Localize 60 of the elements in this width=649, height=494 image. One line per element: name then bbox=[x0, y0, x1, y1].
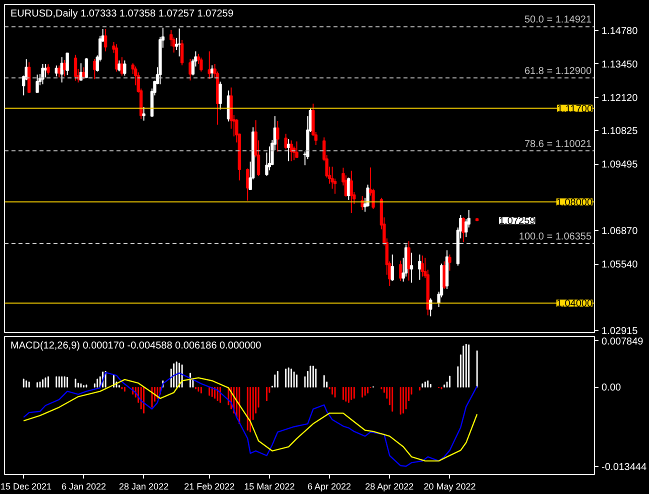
ref-line-label: 1.08000 bbox=[556, 197, 593, 208]
y-tick-label: 1.05540 bbox=[602, 260, 638, 271]
candlestick bbox=[347, 177, 350, 200]
candlestick bbox=[188, 58, 192, 81]
candlestick bbox=[118, 60, 121, 72]
chart-title: EURUSD,Daily 1.07333 1.07358 1.07257 1.07259 bbox=[10, 8, 234, 20]
candlestick bbox=[114, 44, 118, 72]
candlestick bbox=[36, 74, 39, 93]
candlestick bbox=[350, 170, 353, 214]
x-tick-label: 15 Dec 2021 bbox=[0, 482, 52, 492]
candlestick bbox=[123, 60, 126, 76]
y-tick-label: 1.09495 bbox=[602, 160, 638, 171]
ref-line-label: 100.0 = 1.06355 bbox=[518, 232, 592, 243]
candlestick bbox=[290, 140, 293, 162]
chart-title: MACD(12,26,9) 0.000170 -0.004588 0.006186 0.000000 bbox=[10, 340, 262, 352]
candlestick bbox=[442, 260, 446, 290]
candlestick bbox=[448, 254, 452, 272]
y-tick-label: 1.13450 bbox=[602, 59, 638, 70]
candlestick bbox=[84, 58, 88, 79]
y-tick-label: 0.007849 bbox=[602, 336, 644, 348]
candlestick bbox=[74, 54, 78, 82]
candlestick bbox=[390, 254, 394, 282]
candlestick bbox=[41, 63, 44, 85]
ref-line-label: 78.6 = 1.10021 bbox=[524, 138, 592, 150]
candlestick bbox=[418, 254, 422, 280]
candlestick bbox=[407, 240, 410, 282]
candlestick bbox=[93, 58, 96, 80]
x-tick-label: 21 Feb 2022 bbox=[184, 482, 235, 492]
candlestick bbox=[142, 106, 146, 122]
x-tick-label: 28 Jan 2022 bbox=[119, 482, 169, 492]
candlestick bbox=[180, 39, 184, 66]
y-tick-label: 1.06870 bbox=[602, 226, 638, 238]
x-tick-label: 20 May 2022 bbox=[424, 482, 476, 492]
y-tick-label: 1.12120 bbox=[602, 93, 638, 104]
y-tick-label: 1.14780 bbox=[602, 26, 638, 37]
ref-line-label: 61.8 = 1.12900 bbox=[524, 66, 592, 77]
y-tick-label: 1.02915 bbox=[602, 326, 638, 338]
y-tick-label: 0.00 bbox=[602, 382, 622, 394]
x-tick-label: 28 Apr 2022 bbox=[365, 482, 414, 492]
x-tick-label: 6 Apr 2022 bbox=[308, 482, 352, 492]
candlestick bbox=[276, 120, 280, 152]
x-tick-label: 6 Jan 2022 bbox=[61, 482, 106, 492]
y-tick-label: 1.10825 bbox=[602, 126, 638, 137]
candlestick bbox=[66, 52, 69, 76]
candlestick bbox=[295, 140, 298, 158]
candlestick bbox=[104, 28, 108, 52]
candlestick bbox=[178, 28, 181, 57]
candlestick bbox=[218, 81, 222, 110]
y-tick-label: -0.013444 bbox=[602, 462, 647, 474]
candlestick bbox=[410, 252, 414, 284]
candlestick bbox=[398, 260, 402, 282]
ref-line-label: 1.11700 bbox=[557, 104, 593, 115]
candlestick bbox=[284, 133, 288, 150]
candlestick bbox=[46, 64, 50, 76]
ref-line-label: 50.0 = 1.14921 bbox=[524, 14, 592, 26]
x-tick-label: 15 Mar 2022 bbox=[244, 482, 295, 492]
candlestick bbox=[420, 255, 424, 278]
candlestick bbox=[200, 57, 203, 72]
candlestick bbox=[82, 66, 86, 80]
candlestick bbox=[58, 64, 61, 78]
